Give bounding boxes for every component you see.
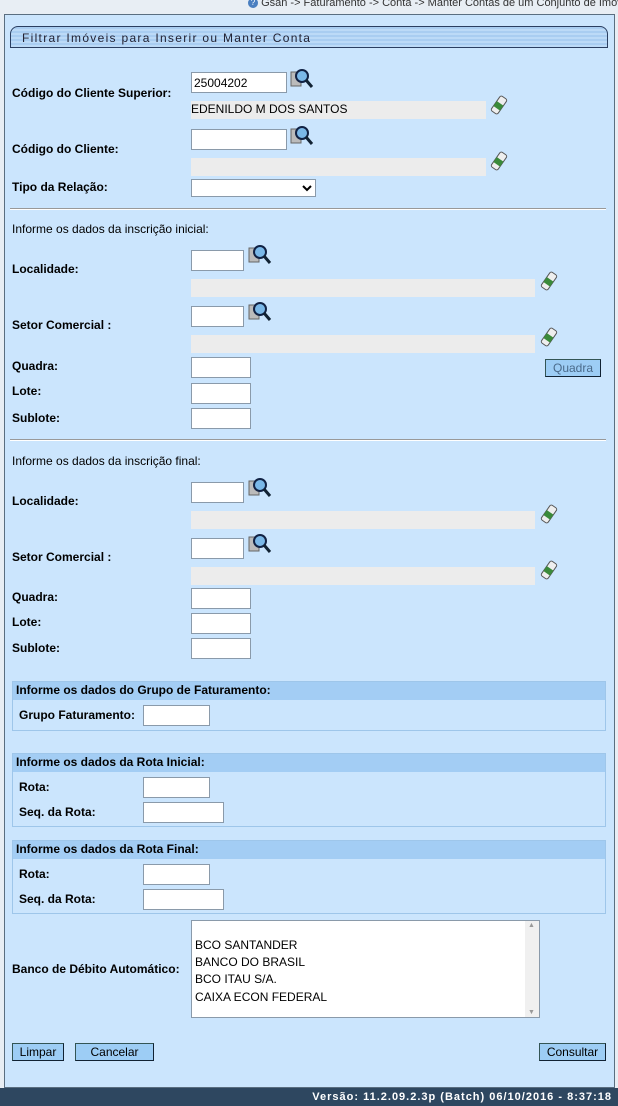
divider — [10, 439, 606, 441]
rota-inicial-box: Informe os dados da Rota Inicial: Rota: … — [12, 753, 606, 827]
eraser-icon[interactable] — [490, 95, 508, 115]
page-title-bar: Filtrar Imóveis para Inserir ou Manter C… — [10, 26, 608, 48]
rota-final-input[interactable] — [143, 864, 210, 885]
seq-rota-inicial-input[interactable] — [143, 802, 224, 823]
seq-rota-final-input[interactable] — [143, 889, 224, 910]
eraser-icon[interactable] — [540, 327, 558, 347]
eraser-icon[interactable] — [540, 560, 558, 580]
scrollbar[interactable]: ▲ ▼ — [525, 921, 539, 1017]
setor-inicial-label: Setor Comercial : — [12, 318, 112, 332]
grupo-heading: Informe os dados do Grupo de Faturamento… — [13, 682, 605, 700]
setor-inicial-input[interactable] — [191, 306, 244, 327]
cliente-superior-input[interactable] — [191, 72, 287, 93]
magnifier-icon[interactable] — [290, 125, 314, 147]
lote-inicial-input[interactable] — [191, 383, 251, 404]
banco-option[interactable]: BANCO DO BRASIL — [195, 955, 306, 969]
eraser-icon[interactable] — [490, 151, 508, 171]
tipo-relacao-label: Tipo da Relação: — [12, 180, 108, 194]
setor-inicial-name — [191, 335, 535, 353]
quadra-inicial-label: Quadra: — [12, 359, 59, 373]
seq-rota-final-label: Seq. da Rota: — [19, 892, 96, 906]
setor-final-label: Setor Comercial : — [12, 550, 112, 564]
rota-inicial-input[interactable] — [143, 777, 210, 798]
lote-inicial-label: Lote: — [12, 384, 42, 398]
help-icon[interactable]: ? — [248, 0, 258, 9]
localidade-inicial-input[interactable] — [191, 250, 244, 271]
rota-inicial-label: Rota: — [19, 780, 50, 794]
grupo-faturamento-input[interactable] — [143, 705, 210, 726]
setor-final-name — [191, 567, 535, 585]
magnifier-icon[interactable] — [290, 68, 314, 90]
footer: Versão: 11.2.09.2.3p (Batch) 06/10/2016 … — [0, 1088, 618, 1106]
version-text: Versão: 11.2.09.2.3p (Batch) 06/10/2016 … — [312, 1091, 612, 1103]
divider — [10, 208, 606, 210]
setor-final-input[interactable] — [191, 538, 244, 559]
rota-inicial-heading: Informe os dados da Rota Inicial: — [13, 754, 605, 772]
rota-final-label: Rota: — [19, 867, 50, 881]
cliente-label: Código do Cliente: — [12, 142, 119, 156]
seq-rota-inicial-label: Seq. da Rota: — [19, 805, 96, 819]
cliente-superior-name: EDENILDO M DOS SANTOS — [191, 101, 486, 119]
banco-option[interactable]: CAIXA ECON FEDERAL — [195, 990, 328, 1004]
sublote-final-label: Sublote: — [12, 641, 60, 655]
banco-listbox[interactable]: BCO SANTANDER BANCO DO BRASIL BCO ITAU S… — [191, 920, 540, 1018]
tipo-relacao-select[interactable] — [191, 179, 316, 197]
cliente-superior-label: Código do Cliente Superior: — [12, 86, 172, 100]
cliente-input[interactable] — [191, 129, 287, 150]
cliente-name — [191, 158, 486, 176]
quadra-inicial-input[interactable] — [191, 357, 251, 378]
banco-option[interactable]: BCO ITAU S/A. — [195, 972, 277, 986]
localidade-inicial-label: Localidade: — [12, 262, 79, 276]
lote-final-label: Lote: — [12, 615, 42, 629]
localidade-inicial-name — [191, 279, 535, 297]
limpar-button[interactable]: Limpar — [12, 1043, 64, 1061]
sublote-inicial-label: Sublote: — [12, 411, 60, 425]
grupo-faturamento-box: Informe os dados do Grupo de Faturamento… — [12, 681, 606, 731]
quadra-final-input[interactable] — [191, 588, 251, 609]
inscricao-final-heading: Informe os dados da inscrição final: — [12, 454, 201, 468]
localidade-final-label: Localidade: — [12, 494, 79, 508]
breadcrumb-text: Gsan -> Faturamento -> Conta -> Manter C… — [261, 0, 618, 9]
magnifier-icon[interactable] — [248, 533, 272, 555]
inscricao-inicial-heading: Informe os dados da inscrição inicial: — [12, 222, 209, 236]
sublote-inicial-input[interactable] — [191, 408, 251, 429]
magnifier-icon[interactable] — [248, 301, 272, 323]
lote-final-input[interactable] — [191, 613, 251, 634]
grupo-label: Grupo Faturamento: — [19, 708, 135, 722]
magnifier-icon[interactable] — [248, 477, 272, 499]
cancelar-button[interactable]: Cancelar — [75, 1043, 154, 1061]
localidade-final-input[interactable] — [191, 482, 244, 503]
sublote-final-input[interactable] — [191, 638, 251, 659]
localidade-final-name — [191, 511, 535, 529]
rota-final-heading: Informe os dados da Rota Final: — [13, 841, 605, 859]
magnifier-icon[interactable] — [248, 244, 272, 266]
breadcrumb: ? Gsan -> Faturamento -> Conta -> Manter… — [248, 0, 618, 9]
eraser-icon[interactable] — [540, 271, 558, 291]
eraser-icon[interactable] — [540, 504, 558, 524]
banco-option[interactable]: BCO SANTANDER — [195, 938, 298, 952]
page-title: Filtrar Imóveis para Inserir ou Manter C… — [22, 31, 312, 45]
rota-final-box: Informe os dados da Rota Final: Rota: Se… — [12, 840, 606, 914]
quadra-button[interactable]: Quadra — [545, 359, 601, 377]
quadra-final-label: Quadra: — [12, 590, 59, 604]
banco-label: Banco de Débito Automático: — [12, 962, 180, 976]
consultar-button[interactable]: Consultar — [539, 1043, 606, 1061]
